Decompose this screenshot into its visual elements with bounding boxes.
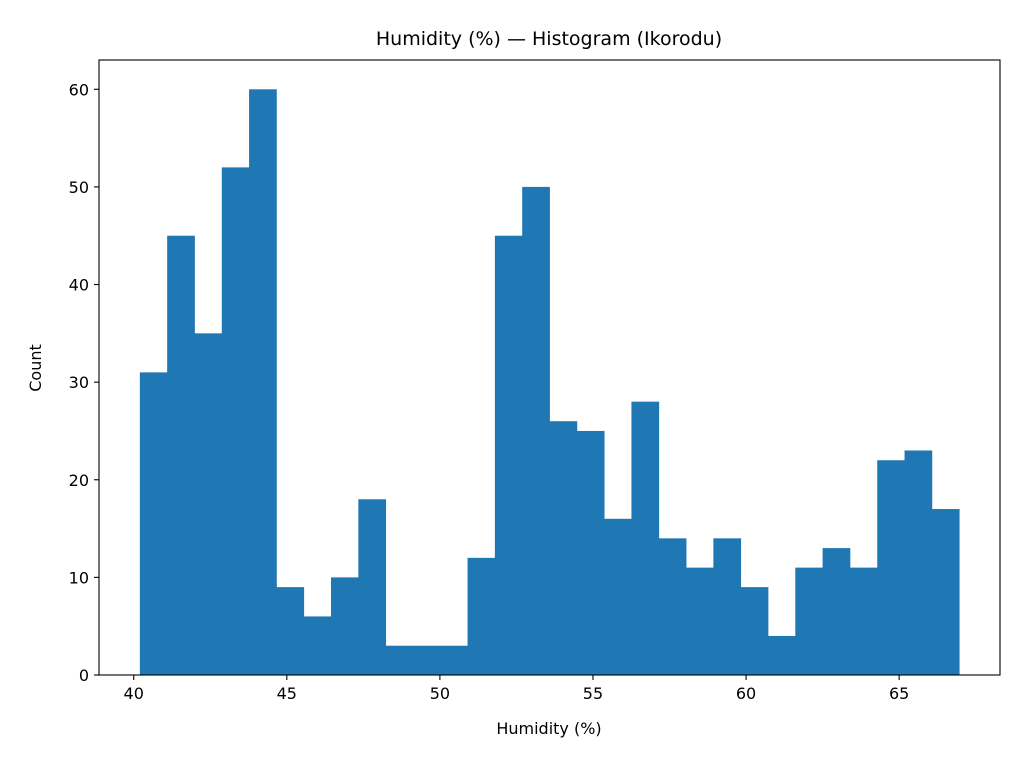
x-tick-label: 50	[430, 684, 450, 703]
x-tick-label: 45	[277, 684, 297, 703]
histogram-bar	[795, 567, 824, 675]
histogram-bar	[167, 235, 195, 675]
y-tick-label: 20	[69, 471, 89, 490]
histogram-bar	[276, 587, 305, 675]
plot-frame	[98, 59, 1001, 676]
histogram-bar	[822, 548, 851, 675]
histogram-bar	[658, 538, 687, 675]
histogram-bar	[549, 421, 578, 675]
histogram-bar	[767, 635, 796, 675]
histogram-bar	[904, 450, 933, 675]
histogram-bar	[877, 460, 905, 675]
histogram-bar	[522, 186, 550, 675]
x-tick-label: 40	[124, 684, 144, 703]
axes-group: 40 45 50 55 60 65 0 10 20 30 40 50 60	[69, 59, 1001, 703]
x-axis-label: Humidity (%)	[496, 719, 601, 738]
histogram-bar	[303, 616, 332, 675]
histogram-bar	[686, 567, 714, 675]
histogram-bar	[713, 538, 742, 675]
y-tick-label: 40	[69, 276, 89, 295]
x-tick-label: 55	[583, 684, 603, 703]
bars-group	[139, 89, 960, 676]
histogram-bar	[849, 567, 878, 675]
histogram-bar	[631, 401, 660, 675]
histogram-bar	[576, 430, 605, 675]
x-tick-label: 65	[889, 684, 909, 703]
y-tick-label: 60	[69, 80, 89, 99]
histogram-bar	[604, 518, 632, 675]
histogram-bar	[931, 509, 960, 675]
histogram-bar	[139, 372, 168, 675]
y-tick-label: 0	[79, 666, 89, 685]
histogram-bar	[331, 577, 359, 675]
histogram-bar	[467, 557, 496, 675]
chart-title: Humidity (%) — Histogram (Ikorodu)	[376, 28, 722, 50]
histogram-bar	[194, 333, 223, 675]
histogram-bar	[221, 167, 250, 675]
histogram-bar	[385, 645, 414, 675]
histogram-bar	[249, 89, 277, 676]
histogram-bar	[740, 587, 769, 675]
histogram-bar	[412, 645, 441, 675]
histogram-bar	[440, 645, 468, 675]
y-axis-label: Count	[26, 344, 45, 392]
histogram-bar	[494, 235, 523, 675]
histogram-bar	[358, 499, 387, 675]
y-tick-label: 30	[69, 373, 89, 392]
y-tick-label: 10	[69, 568, 89, 587]
x-tick-label: 60	[736, 684, 756, 703]
y-tick-label: 50	[69, 178, 89, 197]
